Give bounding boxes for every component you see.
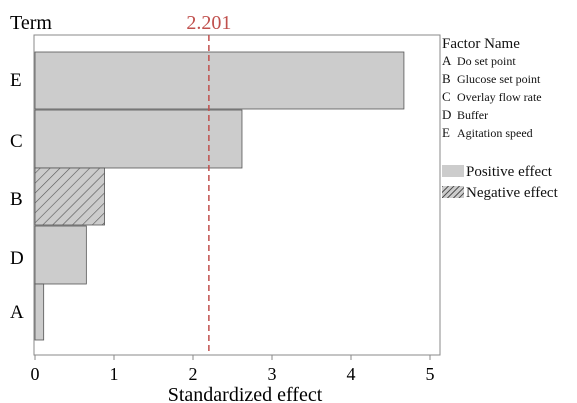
bar-E [34,51,405,110]
positive-effect-label: Positive effect [466,164,552,180]
y-tick-label: A [10,302,24,323]
y-tick-label: C [10,131,23,152]
bar-B [34,167,105,226]
legend-factor-D: D Buffer [442,106,577,124]
x-tick-label: 0 [31,364,40,384]
factor-name: Do set point [457,54,516,68]
negative-swatch [442,186,464,198]
legend-factor-B: B Glucose set point [442,70,577,88]
y-axis-title: Term [10,12,52,34]
factor-code: E [442,125,450,140]
legend-title: Factor Name [442,36,520,52]
factor-name: Buffer [457,108,489,122]
legend-positive-effect: Positive effect [442,164,552,181]
reference-line-label: 2.201 [186,12,231,34]
legend-factor-E: E Agitation speed [442,124,577,142]
bar-D [34,225,87,285]
bar-A [34,283,45,341]
x-tick-label: 4 [347,364,356,384]
factor-code: D [442,107,452,122]
x-axis-title: Standardized effect [168,384,323,403]
factor-code: A [442,53,452,68]
x-tick-label: 5 [426,364,435,384]
x-tick-label: 3 [268,364,277,384]
legend-factor-A: A Do set point [442,52,577,70]
factor-code: C [442,89,451,104]
factor-name: Agitation speed [457,126,533,140]
legend-negative-effect: Negative effect [442,185,558,202]
factor-name: Overlay flow rate [457,90,542,104]
x-tick-label: 2 [189,364,198,384]
x-tick-label: 1 [110,364,119,384]
negative-effect-label: Negative effect [466,185,558,201]
y-tick-label: E [10,70,22,91]
factor-legend: Factor Name A Do set point B Glucose set po… [442,36,577,142]
y-tick-label: D [10,248,24,269]
legend-factor-C: C Overlay flow rate [442,88,577,106]
factor-name: Glucose set point [457,72,541,86]
bar-C [34,109,243,169]
factor-code: B [442,71,451,86]
y-tick-label: B [10,189,23,210]
positive-swatch [442,165,464,177]
plot-area-frame [33,34,441,356]
